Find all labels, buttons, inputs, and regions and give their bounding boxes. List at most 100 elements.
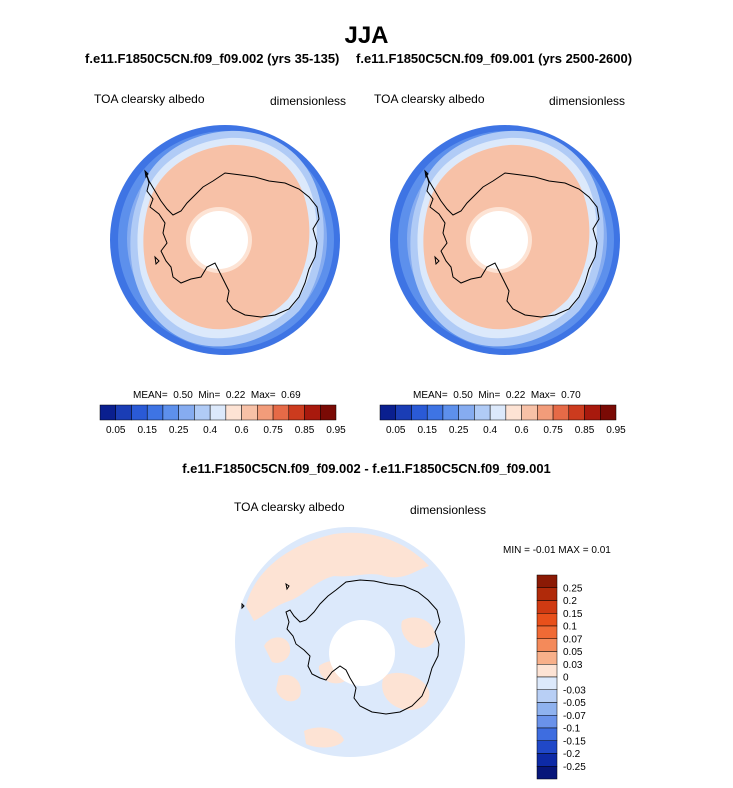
panel-1-islands xyxy=(144,169,160,266)
panel-1-colorbar-swatch xyxy=(304,404,321,421)
panel-2-colorbar-swatch xyxy=(568,404,585,421)
panel-1-colorbar-swatch xyxy=(225,404,242,421)
panel-1-colorbar-tick-label: 0.25 xyxy=(169,425,189,436)
diff-variable: TOA clearsky albedo xyxy=(234,500,345,514)
panel-2-colorbar-tick-label: 0.6 xyxy=(515,425,529,436)
panel-1-colorbar-tick-label: 0.95 xyxy=(326,425,346,436)
diff-colorbar-swatch xyxy=(536,676,558,690)
panel-2-variable: TOA clearsky albedo xyxy=(374,92,485,106)
panel-2-colorbar-swatch xyxy=(489,404,507,421)
panel-1-max: 0.69 xyxy=(281,390,301,401)
panel-2-coastline xyxy=(425,172,600,318)
panel-1-colorbar-tick-label: 0.4 xyxy=(203,425,217,436)
diff-colorbar-tick-label: -0.1 xyxy=(563,724,581,735)
diff-minmax: MIN = -0.01 MAX = 0.01 xyxy=(503,545,611,556)
panel-1-colorbar-tick-label: 0.85 xyxy=(295,425,315,436)
panel-2-colorbar-tick-label: 0.25 xyxy=(449,425,469,436)
panel-1-colorbar-tick-label: 0.05 xyxy=(106,425,126,436)
panel-1-colorbar-swatch xyxy=(146,404,164,421)
panel-2-colorbar-tick-label: 0.15 xyxy=(417,425,437,436)
panel-2-mean: 0.50 xyxy=(453,390,473,401)
panel-1-colorbar-swatch xyxy=(257,404,274,421)
panel-1-mean-label: MEAN= xyxy=(133,390,168,401)
panel-1-colorbar-swatch xyxy=(162,404,179,421)
diff-colorbar-swatch xyxy=(536,702,558,716)
panel-1-title: f.e11.F1850C5CN.f09_f09.002 (yrs 35-135) xyxy=(85,51,340,66)
panel-1-colorbar-swatch xyxy=(178,404,195,421)
diff-colorbar-tick-label: 0.05 xyxy=(563,647,583,658)
season-title: JJA xyxy=(344,22,389,49)
diff-colorbar-tick-label: -0.05 xyxy=(563,698,586,709)
diff-colorbar-tick-label: 0.2 xyxy=(563,596,577,607)
diff-colorbar-swatch xyxy=(536,625,558,639)
panel-1-min: 0.22 xyxy=(225,390,246,401)
panel-2-max-label: Max= xyxy=(530,390,556,401)
diff-colorbar-swatch xyxy=(536,638,558,652)
panel-2-colorbar-swatch xyxy=(552,404,570,421)
panel-2-colorbar-swatch xyxy=(521,404,538,421)
panel-2-colorbar-swatch xyxy=(379,404,396,421)
diff-colorbar-tick-label: -0.2 xyxy=(563,749,581,760)
diff-colorbar-swatch xyxy=(536,715,558,729)
diff-map xyxy=(235,527,465,757)
panel-2-title: f.e11.F1850C5CN.f09_f09.001 (yrs 2500-26… xyxy=(356,51,633,66)
panel-1-colorbar-swatch xyxy=(131,404,148,421)
panel-2-colorbar-swatch xyxy=(537,404,554,421)
panel-2-colorbar-swatch xyxy=(411,404,428,421)
panel-1-min-label: Min= xyxy=(198,390,221,401)
diff-colorbar-tick-label: 0.07 xyxy=(563,634,583,645)
panel-2-colorbar-tick-label: 0.75 xyxy=(543,425,563,436)
panel-1-mean: 0.50 xyxy=(173,390,193,401)
diff-field xyxy=(235,527,465,757)
panel-2-colorbar-tick-label: 0.4 xyxy=(483,425,497,436)
panel-2-mean-label: MEAN= xyxy=(413,390,448,401)
panel-1-colorbar-tick-label: 0.6 xyxy=(235,425,249,436)
diff-colorbar-tick-label: -0.15 xyxy=(563,736,586,747)
panel-2-colorbar: 0.05 0.15 0.25 0.4 0.6 0.75 0.85 0.95 xyxy=(379,404,626,436)
diff-colorbar-swatch xyxy=(536,664,558,678)
panel-2-colorbar-swatch xyxy=(584,404,601,421)
panel-1-colorbar-swatch xyxy=(288,404,305,421)
panel-1-field xyxy=(110,125,340,355)
diff-colorbar-tick-label: 0.15 xyxy=(563,609,583,620)
panel-1-colorbar-swatch xyxy=(241,404,258,421)
panel-1-units: dimensionless xyxy=(270,94,347,108)
panel-2-colorbar-swatch xyxy=(426,404,444,421)
panel-1-colorbar-swatch xyxy=(194,404,211,421)
diff-colorbar-swatch xyxy=(536,600,558,614)
diff-colorbar-swatch xyxy=(536,613,558,627)
panel-2-field xyxy=(390,125,620,355)
panel-2-min: 0.22 xyxy=(505,390,526,401)
panel-2-colorbar-swatch xyxy=(505,404,522,421)
panel-1-map xyxy=(110,125,340,355)
panel-2-colorbar-swatch xyxy=(600,404,617,421)
panel-2-max: 0.70 xyxy=(561,390,581,401)
diff-colorbar-swatch xyxy=(536,727,558,741)
panel-1-colorbar-swatch xyxy=(320,404,337,421)
panel-2-colorbar-swatch xyxy=(442,404,459,421)
diff-colorbar-swatch xyxy=(536,587,558,601)
diff-colorbar-tick-label: 0.25 xyxy=(563,583,583,594)
panel-1-colorbar: 0.05 0.15 0.25 0.4 0.6 0.75 0.85 0.95 xyxy=(99,404,346,436)
panel-1-colorbar-swatch xyxy=(272,404,290,421)
diff-colorbar-swatch xyxy=(536,689,558,703)
diff-colorbar: 0.25 0.2 0.15 0.10.07 0.05 0.03 0-0.03 -0.05 -0.… xyxy=(536,574,586,780)
panel-1-colorbar-tick-label: 0.75 xyxy=(263,425,283,436)
panel-2-islands xyxy=(424,169,440,266)
panel-1-stats: MEAN= 0.50 Min= 0.22 Max= 0.69 xyxy=(133,390,301,401)
panel-2-colorbar-tick-label: 0.85 xyxy=(575,425,595,436)
diff-colorbar-swatch xyxy=(536,740,558,754)
panel-2-min-label: Min= xyxy=(478,390,501,401)
panel-1-colorbar-swatch xyxy=(209,404,227,421)
diff-colorbar-tick-label: -0.07 xyxy=(563,711,586,722)
panel-2-colorbar-swatch xyxy=(395,404,412,421)
diff-coastline xyxy=(285,579,441,715)
panel-2-colorbar-tick-label: 0.95 xyxy=(606,425,626,436)
diff-title: f.e11.F1850C5CN.f09_f09.002 - f.e11.F185… xyxy=(182,461,551,476)
diff-colorbar-tick-label: -0.25 xyxy=(563,762,586,773)
diff-colorbar-tick-label: -0.03 xyxy=(563,685,586,696)
panel-1-coastline xyxy=(145,172,320,318)
diff-colorbar-swatch xyxy=(536,766,558,780)
panel-2-map xyxy=(390,125,620,355)
panel-2-colorbar-swatch xyxy=(458,404,475,421)
